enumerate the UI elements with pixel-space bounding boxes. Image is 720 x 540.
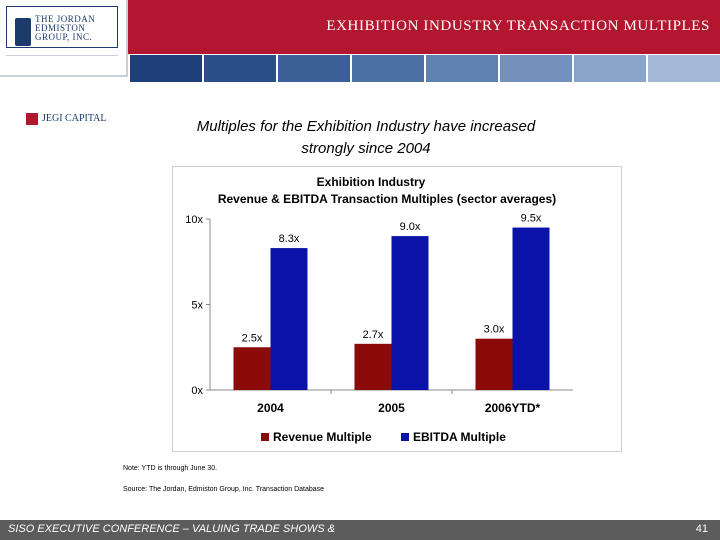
- legend-label: EBITDA Multiple: [413, 430, 506, 444]
- data-label: 8.3x: [279, 233, 300, 245]
- header-color-bands: [130, 55, 720, 82]
- chart-source: Source: The Jordan, Edmiston Group, Inc.…: [123, 486, 325, 493]
- legend-swatch: [261, 433, 269, 441]
- company-logo: THE JORDAN EDMISTON GROUP, INC. JEGI CAP…: [0, 0, 128, 125]
- chart-panel: Exhibition Industry Revenue & EBITDA Tran…: [172, 166, 622, 452]
- bar-ebitda-multiple: [391, 236, 429, 390]
- logo-frame: THE JORDAN EDMISTON GROUP, INC.: [6, 6, 118, 48]
- logo-text: THE JORDAN EDMISTON GROUP, INC.: [35, 14, 96, 42]
- header-band-8: [648, 55, 720, 82]
- bar-revenue-multiple: [233, 347, 271, 390]
- logo-subline: JEGI CAPITAL: [6, 55, 118, 125]
- chart-subtitle: Revenue & EBITDA Transaction Multiples (…: [218, 192, 556, 206]
- data-label: 9.0x: [400, 221, 421, 233]
- header-band-7: [574, 55, 646, 82]
- header-band-1: [130, 55, 202, 82]
- x-category-label: 2005: [378, 401, 405, 415]
- bar-ebitda-multiple: [270, 248, 308, 390]
- jegi-capital-text: JEGI CAPITAL: [42, 113, 107, 124]
- subtitle-line-2: strongly since 2004: [301, 140, 431, 157]
- x-category-label: 2006YTD*: [485, 401, 541, 415]
- header-band-2: [204, 55, 276, 82]
- bar-revenue-multiple: [475, 338, 513, 390]
- footer-title: SISO EXECUTIVE CONFERENCE – VALUING TRAD…: [8, 523, 336, 535]
- bar-chart: Exhibition Industry Revenue & EBITDA Tran…: [185, 175, 573, 444]
- legend-label: Revenue Multiple: [273, 430, 372, 444]
- header-band-4: [352, 55, 424, 82]
- data-label: 9.5x: [521, 213, 542, 225]
- page-number: 41: [695, 523, 708, 535]
- chart-note: Note: YTD is through June 30.: [123, 465, 218, 472]
- x-category-label: 2004: [257, 401, 284, 415]
- data-label: 2.5x: [242, 332, 263, 344]
- header-band-5: [426, 55, 498, 82]
- slide-subtitle: Multiples for the Exhibition Industry ha…: [120, 116, 612, 160]
- logo-emblem-icon: [15, 18, 31, 46]
- header-band-3: [278, 55, 350, 82]
- data-label: 2.7x: [363, 329, 384, 341]
- page-title: EXHIBITION INDUSTRY TRANSACTION MULTIPLE…: [326, 18, 710, 34]
- bar-ebitda-multiple: [512, 227, 550, 390]
- chart-title: Exhibition Industry: [317, 175, 426, 189]
- footer-bar: SISO EXECUTIVE CONFERENCE – VALUING TRAD…: [0, 520, 720, 540]
- bar-revenue-multiple: [354, 343, 392, 390]
- header-band-6: [500, 55, 572, 82]
- data-label: 3.0x: [484, 324, 505, 336]
- subtitle-line-1: Multiples for the Exhibition Industry ha…: [196, 118, 536, 135]
- y-tick-label: 5x: [191, 300, 203, 312]
- jegi-capital-icon: [26, 113, 38, 125]
- y-tick-label: 0x: [191, 385, 203, 397]
- legend-swatch: [401, 433, 409, 441]
- y-tick-label: 10x: [185, 214, 203, 226]
